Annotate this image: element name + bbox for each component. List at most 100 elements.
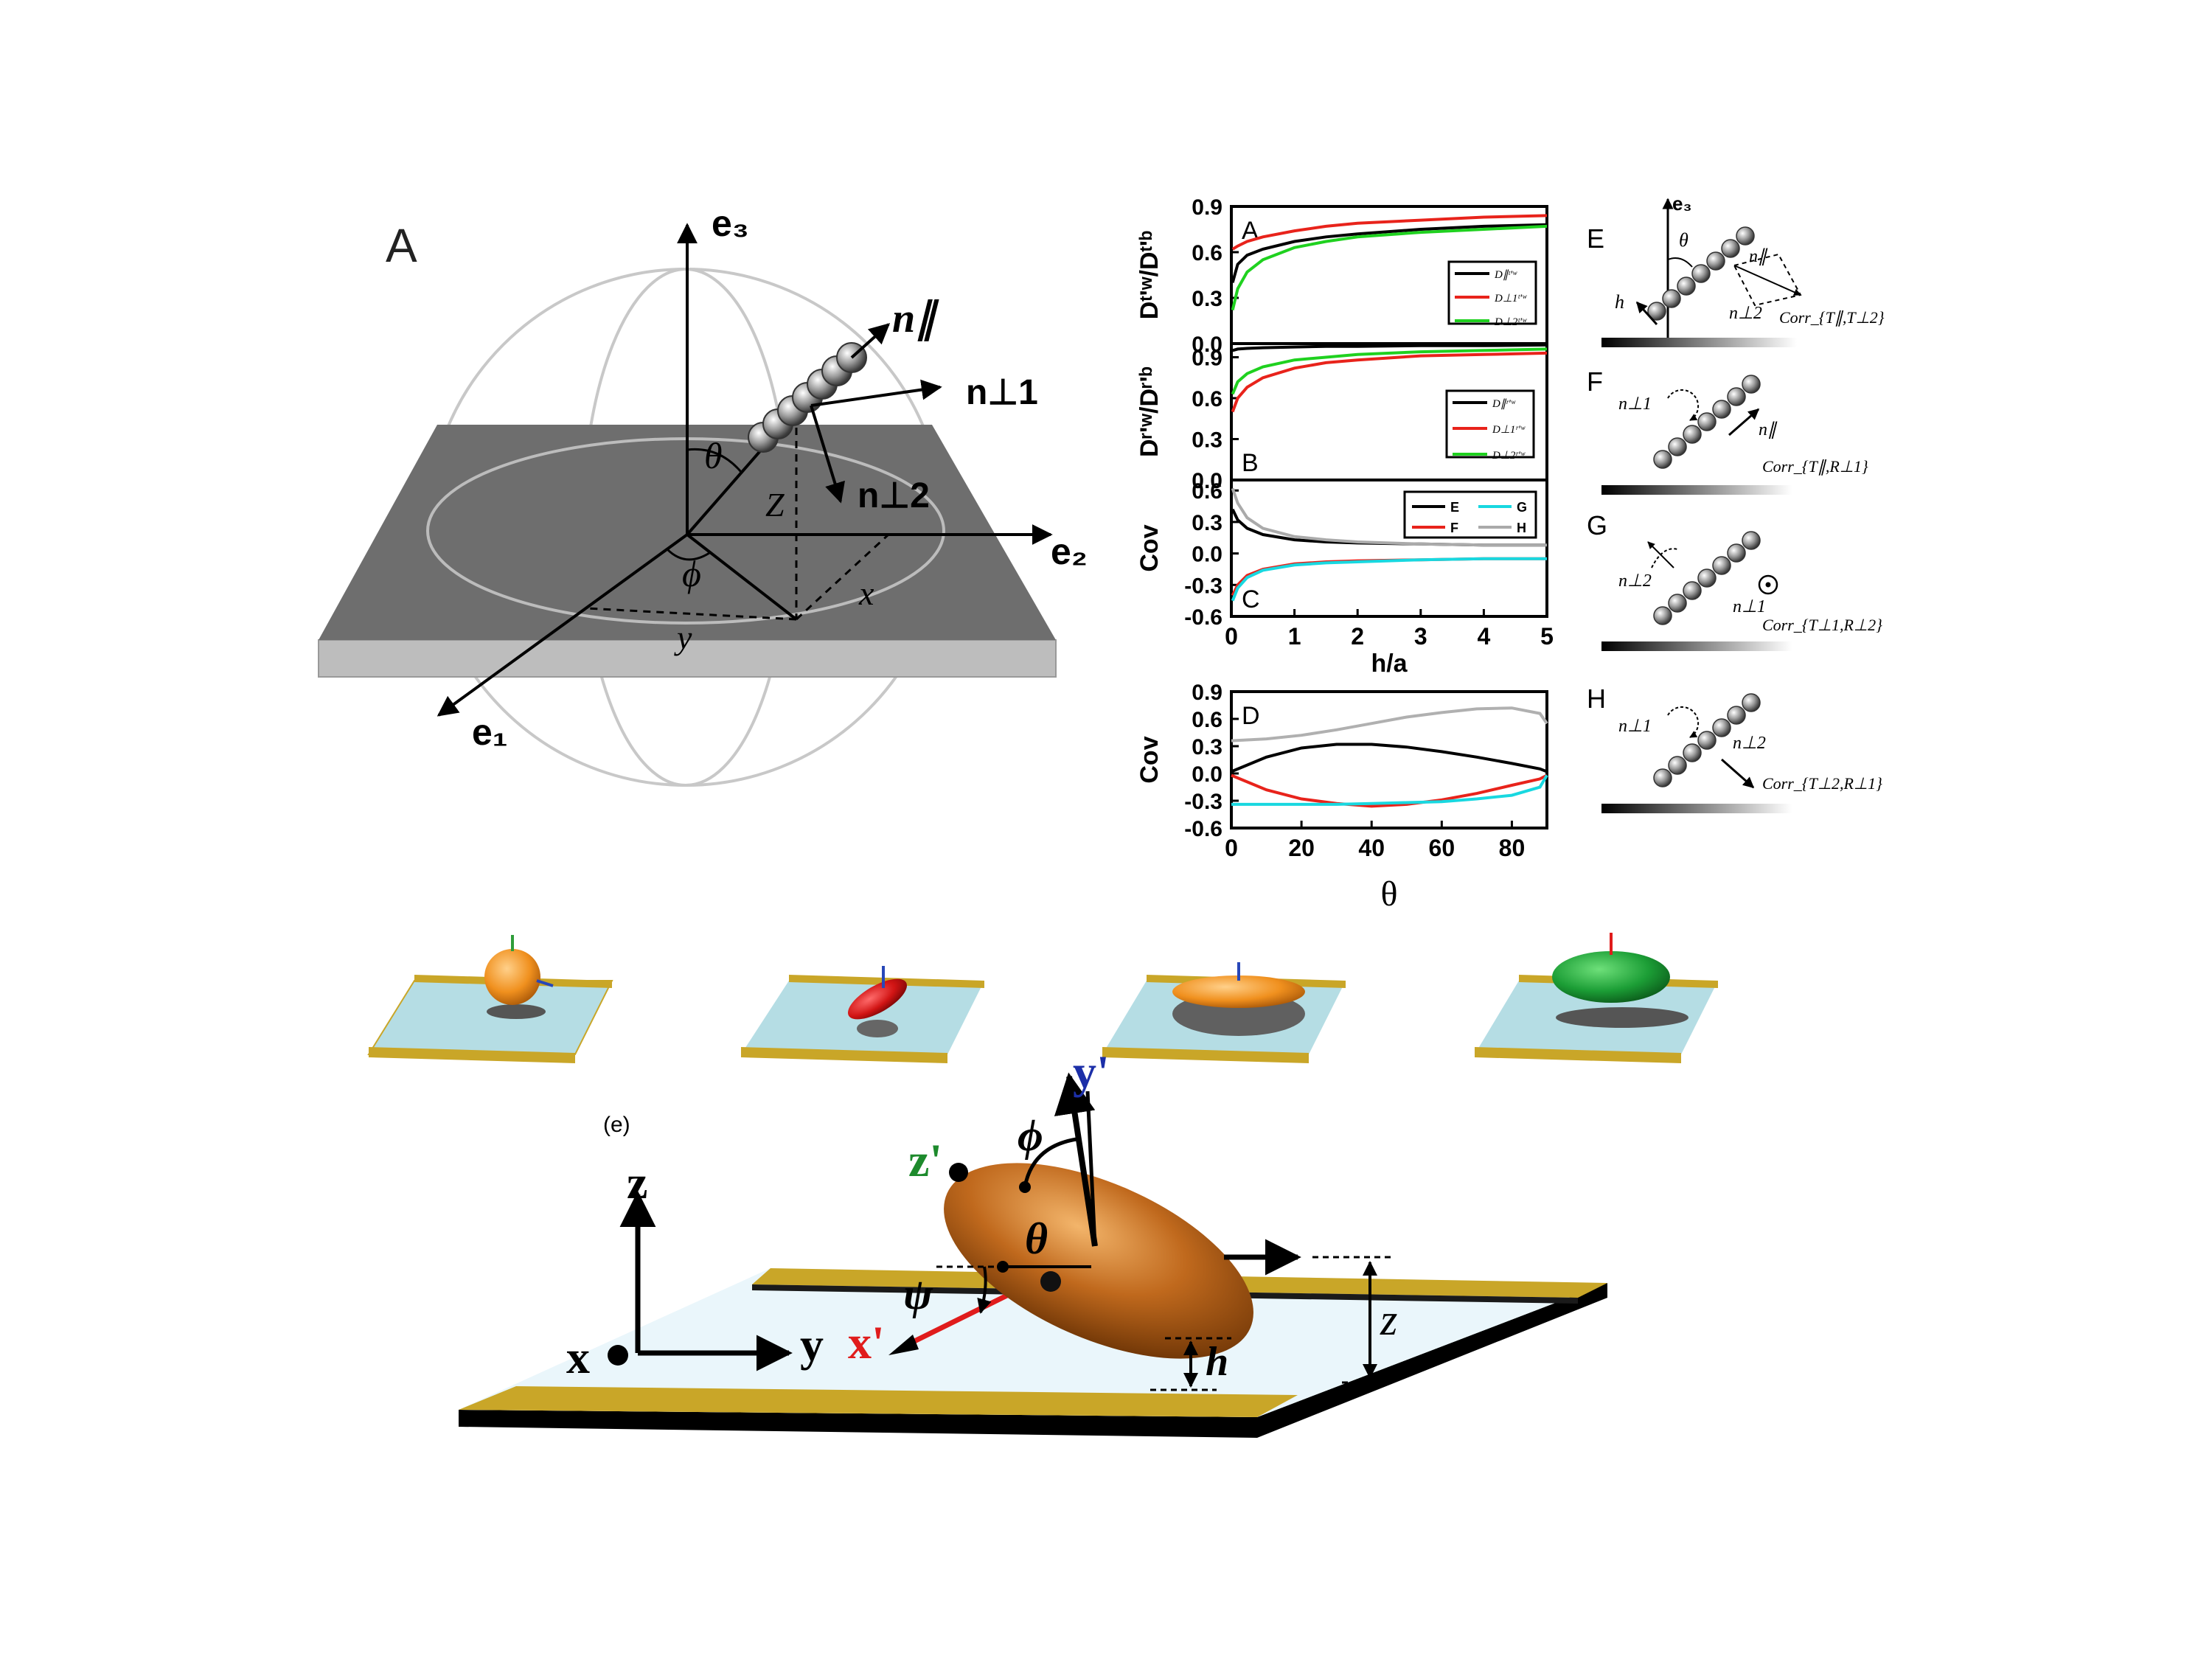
x-tick-label: 5 [1540, 623, 1554, 650]
n-par-arrow [850, 323, 891, 359]
chart-D-frame [1230, 690, 1548, 830]
y-tick-label: 0.6 [1192, 241, 1222, 265]
schematic-g-out-of-plane-icon [1758, 574, 1778, 595]
theta-label-bottom: θ [1025, 1214, 1048, 1263]
vertical-ref-line [1085, 1091, 1097, 1247]
y-tick-label: 0.9 [1192, 195, 1222, 220]
legend-label: F [1450, 521, 1458, 535]
y-tick-label: -0.3 [1184, 574, 1222, 598]
projection-y [585, 607, 797, 621]
schematic-h-corr: Corr_{T⊥2,R⊥1} [1762, 774, 1882, 793]
n-perp2-label: n⊥2 [858, 476, 930, 515]
schematic-h-nperp1: n⊥1 [1618, 717, 1652, 736]
legend-label: D⊥2ʳ'ʷ [1492, 450, 1526, 462]
chart-ylabel: Cov [1135, 524, 1164, 571]
series-line-H [1231, 706, 1548, 742]
schematic-e-theta-arc [1667, 257, 1693, 268]
chart-A: 0.9 0.6 0.3 0.0 A Dᵗ'ʷ/Dᵗ'ᵇ D∥ᵗ'ʷ D⊥1ᵗ'ʷ D⊥2ᵗ'ʷ [1135, 195, 1548, 357]
z-axis-label: z [627, 1156, 647, 1208]
legend-label: D⊥1ᵗ'ʷ [1494, 293, 1527, 305]
y-prime-arrow [1054, 1072, 1098, 1247]
theta-pivot-2 [1040, 1271, 1061, 1292]
schematic-e-theta: θ [1679, 229, 1688, 251]
thumb-orange-disk [1172, 975, 1305, 1008]
y-tick-label: 0.3 [1192, 428, 1222, 453]
schematic-h-surface [1601, 804, 1792, 813]
legend-label: D∥ᵗ'ʷ [1494, 269, 1517, 281]
schematic-h-beads [1653, 693, 1761, 787]
series-line-D∥ʳ'ʷ [1232, 343, 1548, 352]
phi-label-bottom: ϕ [1018, 1111, 1043, 1160]
thumbnail-prolate-red [741, 966, 984, 1063]
y-tick-label: 0.0 [1192, 333, 1222, 357]
legend-label: D∥ʳ'ʷ [1492, 398, 1516, 410]
schematic-f-rotation-arrow [1667, 389, 1700, 421]
legend-label: D⊥1ʳ'ʷ [1492, 424, 1526, 436]
chart-legend-box [1403, 490, 1537, 539]
chart-panel-letter: D [1242, 702, 1260, 730]
schematic-h-nperp2-arrow [1721, 758, 1755, 789]
x-axis-dot [608, 1345, 628, 1366]
schematic-h-rotation-arrow [1667, 706, 1700, 738]
schematic-g: G n⊥2 n⊥1 Corr_{T⊥1,R⊥2} [1587, 510, 1882, 651]
x-tick-label: 80 [1499, 835, 1526, 861]
x-axis-label: x [566, 1331, 590, 1383]
y-tick-label: 0.9 [1192, 681, 1222, 705]
thumb-red-ellipsoid [848, 978, 907, 1020]
axis-e1-line [437, 533, 689, 717]
schematic-f-npar: n∥ [1759, 420, 1778, 439]
y-tick-label: 0.6 [1192, 708, 1222, 732]
chart-xlabel: θ [1381, 874, 1398, 914]
y-tick-label: 0.0 [1192, 543, 1222, 567]
legend-label: H [1517, 521, 1526, 535]
z-prime-dot [949, 1163, 968, 1182]
thumb-rail-3b [1102, 1047, 1309, 1063]
x-tick-label: 20 [1288, 835, 1315, 861]
series-line-D⊥1ᵗ'ʷ [1231, 214, 1548, 251]
thumb-axis-1b [536, 979, 554, 987]
series-line-D⊥2ʳ'ʷ [1231, 347, 1548, 395]
scene-surface [459, 1268, 1607, 1417]
z-prime-label: z' [908, 1134, 942, 1186]
panel-e-label: (e) [603, 1113, 630, 1137]
schematic-g-out-of-plane-dot [1765, 582, 1771, 588]
e2-label: e₂ [1051, 531, 1088, 572]
schematic-g-surface [1601, 641, 1792, 651]
phi-arc-bottom [1023, 1137, 1077, 1188]
schematic-e-nperp2: n⊥2 [1729, 304, 1762, 323]
schematic-e-resultant [1733, 265, 1801, 296]
x-tick-label: 40 [1358, 835, 1385, 861]
chart-ylabel: Dʳ'ʷ/Dʳ'ᵇ [1135, 366, 1164, 457]
schematic-e-e3: e₃ [1672, 192, 1691, 215]
chart-panel-letter: B [1242, 449, 1259, 477]
y-tick-label: 0.9 [1192, 347, 1222, 371]
phi-label: ϕ [682, 553, 701, 594]
series-line-F [1231, 773, 1548, 808]
e1-label: e₁ [472, 712, 508, 753]
y-tick-label: -0.3 [1184, 790, 1222, 814]
schematic-f: F n⊥1 n∥ Corr_{T∥,R⊥1} [1587, 366, 1868, 495]
n-perp1-label: n⊥1 [966, 373, 1038, 412]
schematic-h: H n⊥1 n⊥2 Corr_{T⊥2,R⊥1} [1587, 684, 1882, 813]
x-tick-label: 0 [1225, 835, 1238, 861]
schematic-e-beads [1647, 226, 1755, 321]
n-par-label: n∥ [892, 296, 939, 341]
y-tick-label: 0.3 [1192, 735, 1222, 759]
panel-a-label: A [386, 219, 417, 272]
x-tick-label: 2 [1351, 623, 1364, 650]
chart-xlabel: h/a [1371, 650, 1408, 678]
chart-ylabel: Cov [1135, 736, 1164, 783]
chart-C: 0.6 0.3 0.0 -0.3 -0.60 1 2 3 4 5 C Cov h/a EF GH [1135, 479, 1554, 678]
y-tick-label: -0.6 [1184, 817, 1222, 841]
particle-ellipsoid [944, 1163, 1253, 1359]
n-perp1-arrow [810, 379, 942, 407]
schematic-h-nperp2: n⊥2 [1733, 734, 1766, 753]
chart-panel-letter: A [1242, 217, 1259, 245]
psi-arc [977, 1266, 992, 1314]
schematic-f-surface [1601, 485, 1792, 495]
psi-label: ψ [903, 1270, 933, 1318]
y-tick-label: 0.0 [1192, 762, 1222, 787]
thumb-rail-4b [1475, 1047, 1681, 1063]
chart-B: 0.9 0.6 0.3 0.0 B Dʳ'ʷ/Dʳ'ᵇ D∥ʳ'ʷ D⊥1ʳ'ʷ D⊥2ʳ'ʷ [1135, 342, 1548, 493]
